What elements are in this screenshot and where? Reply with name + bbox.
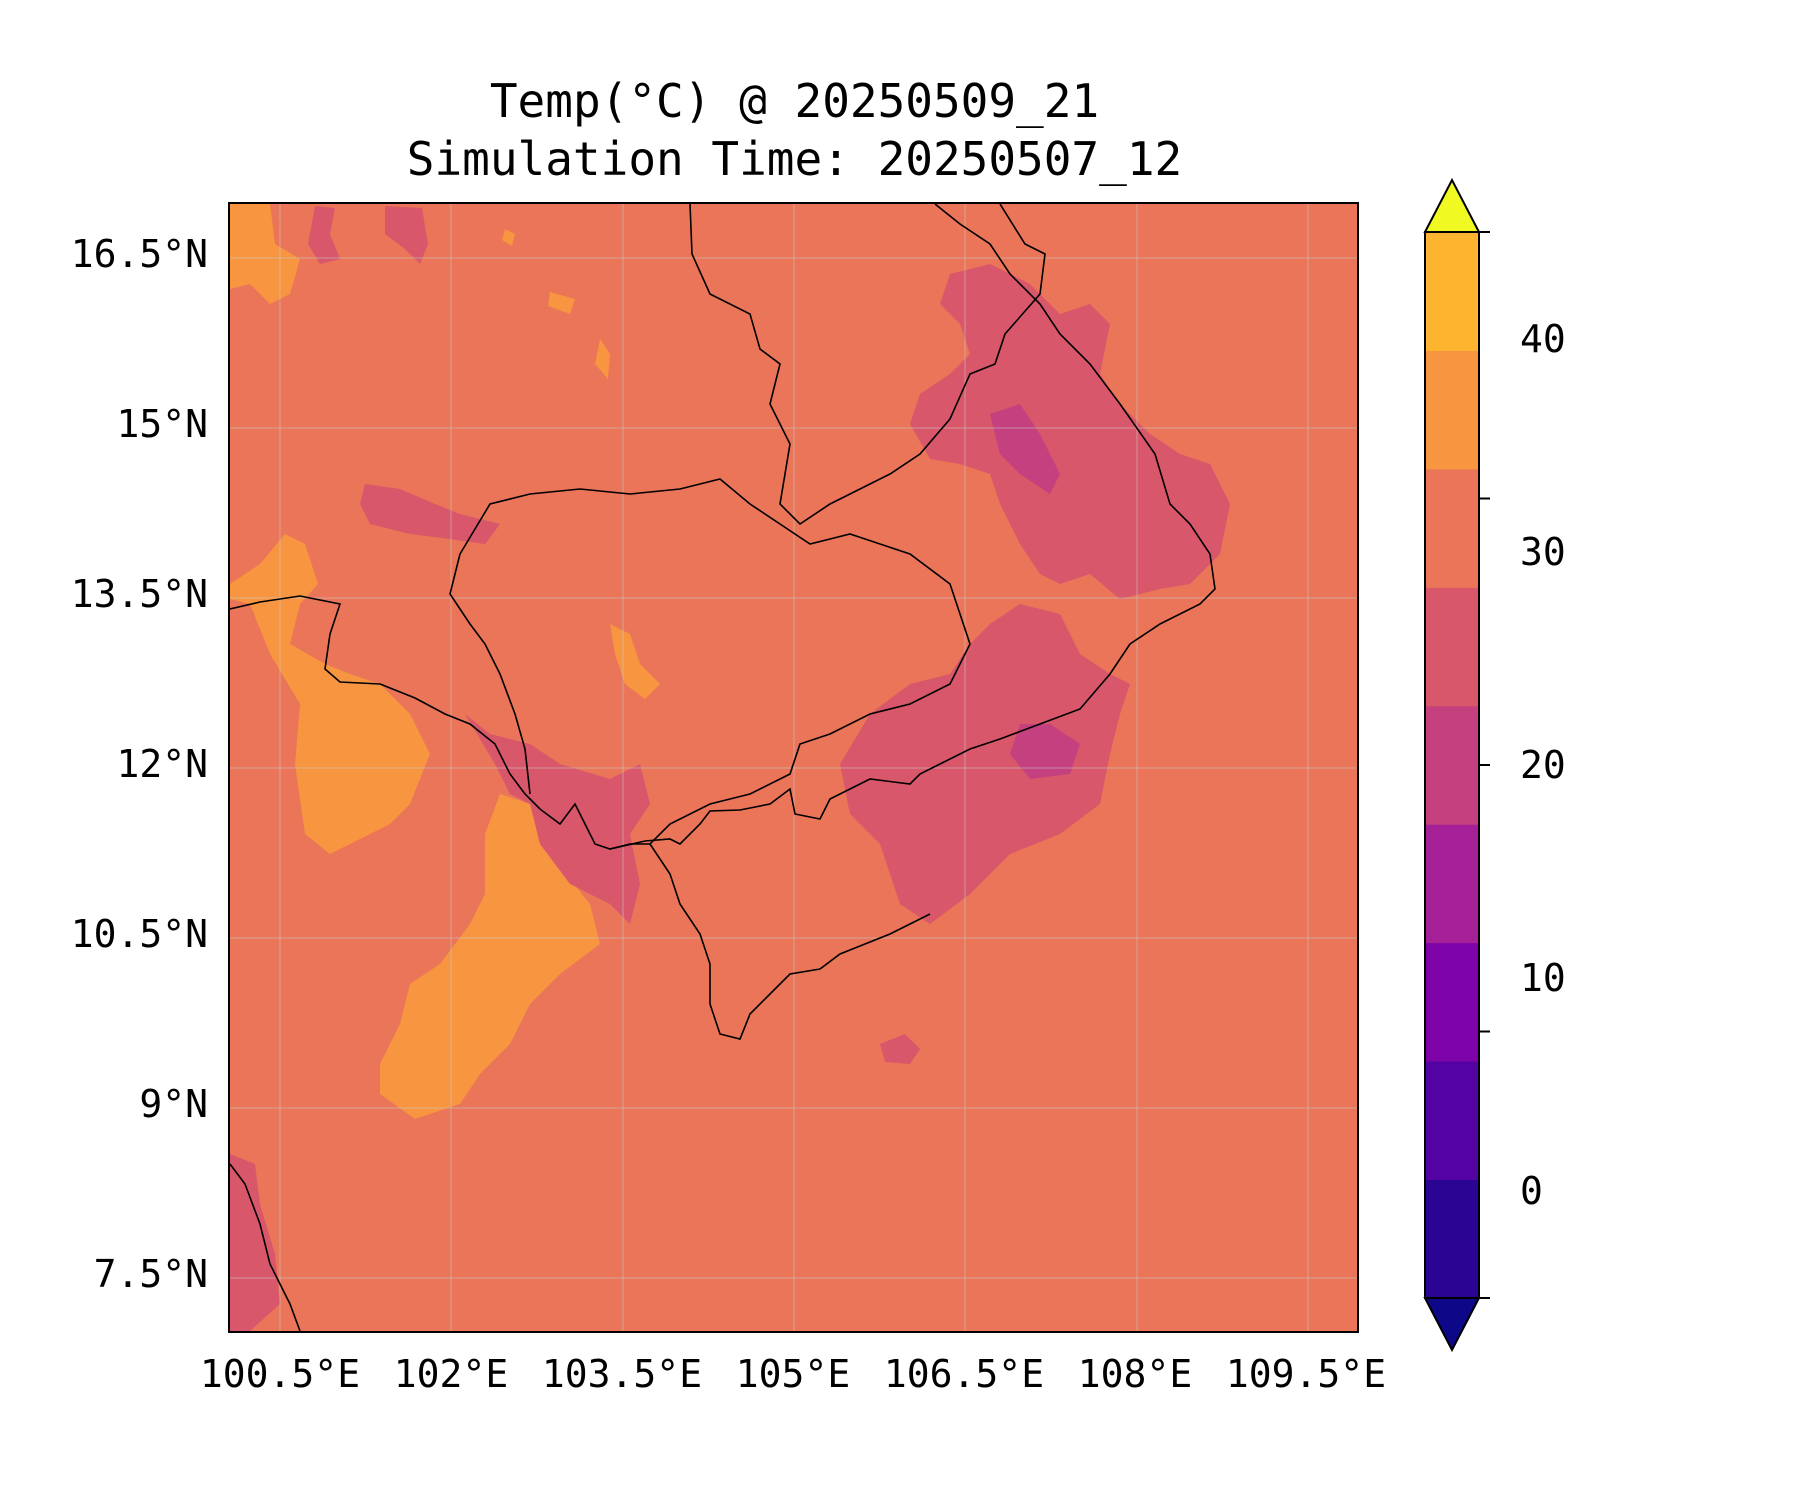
lat-tick-label: 13.5°N xyxy=(70,572,208,616)
colorbar-band xyxy=(1425,1179,1479,1299)
map-canvas xyxy=(230,204,1357,1331)
temperature-map xyxy=(228,202,1359,1333)
warm-patch-north-2 xyxy=(548,292,575,314)
cool-regions xyxy=(230,206,1230,1331)
cool-patch-southeast xyxy=(840,604,1130,924)
colorbar-extend-max xyxy=(1423,177,1481,233)
colorbar-extend-min xyxy=(1423,1297,1481,1353)
lat-tick-label: 15°N xyxy=(116,402,208,446)
colorbar-tick-label: 40 xyxy=(1520,317,1566,361)
lat-tick-label: 10.5°N xyxy=(70,912,208,956)
colorbar-band xyxy=(1425,824,1479,944)
colorbar-tick-label: 10 xyxy=(1520,956,1566,1000)
lon-tick-label: 109.5°E xyxy=(1225,1352,1387,1396)
lon-tick-label: 105°E xyxy=(735,1352,851,1396)
cool-patch-west xyxy=(360,484,500,544)
warm-patch-gulf xyxy=(380,794,600,1119)
coastline-mekong-delta xyxy=(649,843,931,1040)
border-thailand-cambodia xyxy=(449,553,531,795)
lat-tick-label: 16.5°N xyxy=(70,232,208,276)
lon-tick-label: 108°E xyxy=(1077,1352,1193,1396)
warm-patch-west-coast xyxy=(230,534,430,854)
colorbar-band xyxy=(1425,942,1479,1062)
cool-patch-island xyxy=(880,1034,920,1064)
warm-patch-nw xyxy=(230,204,300,304)
colorbar-band xyxy=(1425,232,1479,351)
colorbar-bands xyxy=(1425,232,1479,1299)
border-cambodia xyxy=(459,478,971,850)
title-line-1: Temp(°C) @ 20250509_21 xyxy=(489,74,1100,128)
coastlines-borders xyxy=(230,204,1216,1331)
cool-patch-1 xyxy=(385,206,428,264)
colorbar xyxy=(1423,177,1490,1353)
cool-patch-2 xyxy=(308,206,340,264)
colorbar-band xyxy=(1425,587,1479,707)
cold-regions xyxy=(990,404,1080,779)
colorbar-tick-label: 20 xyxy=(1520,743,1566,787)
gridlines xyxy=(230,204,1357,1331)
colorbar-tick-label: 30 xyxy=(1520,530,1566,574)
lon-tick-label: 106.5°E xyxy=(883,1352,1045,1396)
coastline-malay-peninsula xyxy=(230,1163,301,1331)
lon-tick-label: 103.5°E xyxy=(541,1352,703,1396)
colorbar-band xyxy=(1425,1061,1479,1181)
colorbar-band xyxy=(1425,705,1479,825)
lon-tick-label: 102°E xyxy=(393,1352,509,1396)
colorbar-tick-label: 0 xyxy=(1520,1169,1543,1213)
lat-tick-label: 7.5°N xyxy=(93,1252,208,1296)
border-laos xyxy=(689,204,1046,526)
warm-patch-north-3 xyxy=(502,229,515,246)
cold-patch-highlands xyxy=(990,404,1060,494)
cool-patch-southwest-corner xyxy=(230,1154,280,1331)
warm-regions xyxy=(230,204,660,1119)
colorbar-ticks xyxy=(1479,231,1490,1299)
warm-patch-cambodia xyxy=(610,624,660,699)
cold-patch-south xyxy=(1010,724,1080,779)
lon-tick-label: 100.5°E xyxy=(199,1352,361,1396)
colorbar-band xyxy=(1425,350,1479,470)
lat-tick-label: 12°N xyxy=(116,742,208,786)
cool-patch-central-highlands xyxy=(910,264,1230,599)
cool-patch-southwest-cambodia xyxy=(465,714,650,924)
warm-patch-north-1 xyxy=(595,339,610,379)
colorbar-band xyxy=(1425,468,1479,588)
title-line-2: Simulation Time: 20250507_12 xyxy=(406,132,1183,186)
lat-tick-label: 9°N xyxy=(139,1082,208,1126)
coastline xyxy=(230,204,1216,850)
